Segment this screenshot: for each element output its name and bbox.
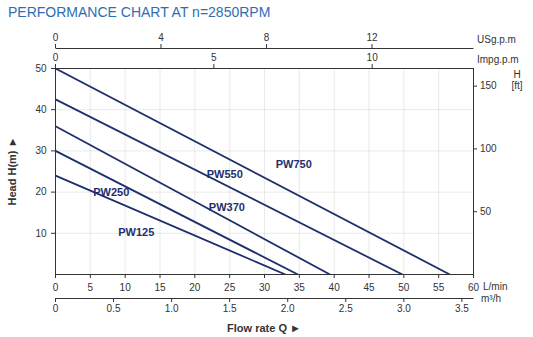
svg-text:2.5: 2.5 [339, 303, 353, 314]
html-text:PERFORMANCE CHART AT n=2850RPM: PERFORMANCE CHART AT n=2850RPM [8, 4, 271, 20]
svg-text:150: 150 [480, 80, 497, 91]
svg-text:10: 10 [35, 228, 47, 239]
svg-text:3.0: 3.0 [397, 303, 411, 314]
svg-text:30: 30 [259, 282, 271, 293]
svg-text:3.5: 3.5 [455, 303, 469, 314]
svg-text:0: 0 [53, 282, 59, 293]
svg-text:100: 100 [480, 143, 497, 154]
svg-text:12: 12 [366, 32, 378, 43]
svg-text:8: 8 [264, 32, 270, 43]
svg-text:PW370: PW370 [209, 201, 245, 213]
svg-text:5: 5 [88, 282, 94, 293]
svg-text:4: 4 [158, 32, 164, 43]
svg-text:20: 20 [35, 186, 47, 197]
svg-text:15: 15 [154, 282, 166, 293]
svg-text:30: 30 [35, 145, 47, 156]
svg-text:60: 60 [468, 282, 480, 293]
svg-text:20: 20 [189, 282, 201, 293]
svg-text:40: 40 [329, 282, 341, 293]
svg-text:Flow rate Q ►: Flow rate Q ► [227, 322, 301, 334]
svg-text:50: 50 [480, 206, 492, 217]
svg-text:1.0: 1.0 [165, 303, 179, 314]
svg-text:PW250: PW250 [93, 186, 129, 198]
svg-text:[ft]: [ft] [511, 80, 522, 91]
svg-text:m³/h: m³/h [481, 293, 501, 304]
svg-text:10: 10 [367, 52, 379, 63]
svg-text:USg.p.m: USg.p.m [477, 34, 516, 45]
svg-text:Head H(m) ►: Head H(m) ► [6, 137, 18, 206]
svg-text:PW550: PW550 [207, 167, 243, 179]
svg-text:2.0: 2.0 [281, 303, 295, 314]
svg-text:1.5: 1.5 [223, 303, 237, 314]
svg-text:5: 5 [211, 52, 217, 63]
svg-text:45: 45 [363, 282, 375, 293]
svg-text:0: 0 [53, 32, 59, 43]
svg-text:0.5: 0.5 [107, 303, 121, 314]
svg-text:0: 0 [53, 303, 59, 314]
svg-text:PW125: PW125 [118, 226, 154, 238]
svg-text:40: 40 [35, 104, 47, 115]
svg-text:H: H [513, 69, 520, 80]
svg-text:50: 50 [398, 282, 410, 293]
svg-text:0: 0 [53, 52, 59, 63]
svg-text:L/min: L/min [483, 281, 507, 292]
svg-text:Impg.p.m: Impg.p.m [477, 54, 519, 65]
svg-text:PW750: PW750 [276, 158, 312, 170]
svg-text:50: 50 [35, 63, 47, 74]
svg-text:25: 25 [224, 282, 236, 293]
svg-text:35: 35 [294, 282, 306, 293]
svg-text:10: 10 [120, 282, 132, 293]
svg-text:55: 55 [433, 282, 445, 293]
